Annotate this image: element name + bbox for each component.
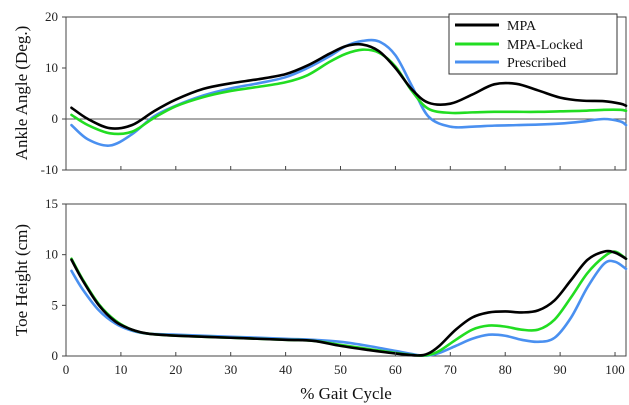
xtick-label: 0 bbox=[63, 362, 70, 377]
top-plot-frame bbox=[65, 16, 627, 171]
bottom-plot-frame bbox=[65, 203, 627, 357]
xtick-label: 100 bbox=[605, 362, 625, 377]
toe-ytick-label: 15 bbox=[45, 196, 58, 211]
legend-label-mpa: MPA bbox=[507, 19, 537, 34]
xtick-label: 80 bbox=[499, 362, 512, 377]
toe-ytick-label: 10 bbox=[45, 247, 58, 262]
ankle-series-mpa bbox=[70, 42, 628, 130]
legend: MPA MPA-Locked Prescribed bbox=[448, 13, 618, 75]
toe-ytick-label: 0 bbox=[52, 348, 59, 363]
ankle-series-mpa-locked bbox=[70, 48, 628, 136]
xtick-label: 50 bbox=[334, 362, 347, 377]
ankle-ytick-label: 20 bbox=[45, 9, 58, 24]
bottom-ylabel: Toe Height (cm) bbox=[12, 224, 31, 336]
ankle-angle-panel: -10 0 10 20 Ankle Angle (Deg.) MPA MPA-Lock… bbox=[12, 9, 628, 177]
xtick-label: 30 bbox=[224, 362, 237, 377]
ankle-ytick-label: 10 bbox=[45, 60, 58, 75]
toe-ytick-label: 5 bbox=[52, 297, 59, 312]
ankle-ytick-label: 0 bbox=[52, 111, 59, 126]
toe-height-panel: 0 5 10 15 0 10 20 30 40 50 60 70 80 90 100 Toe Height… bbox=[12, 196, 628, 403]
ankle-ytick-label: -10 bbox=[41, 162, 58, 177]
xtick-label: 70 bbox=[444, 362, 457, 377]
legend-label-mpa-locked: MPA-Locked bbox=[507, 38, 583, 53]
legend-label-prescribed: Prescribed bbox=[507, 56, 566, 71]
toe-series-mpa-locked bbox=[70, 250, 628, 357]
xtick-label: 20 bbox=[169, 362, 182, 377]
xtick-label: 40 bbox=[279, 362, 292, 377]
xtick-label: 10 bbox=[114, 362, 127, 377]
toe-series-mpa bbox=[70, 249, 628, 357]
xtick-label: 90 bbox=[554, 362, 567, 377]
top-ylabel: Ankle Angle (Deg.) bbox=[12, 26, 31, 161]
xtick-label: 60 bbox=[389, 362, 402, 377]
x-axis-label: % Gait Cycle bbox=[300, 384, 392, 403]
